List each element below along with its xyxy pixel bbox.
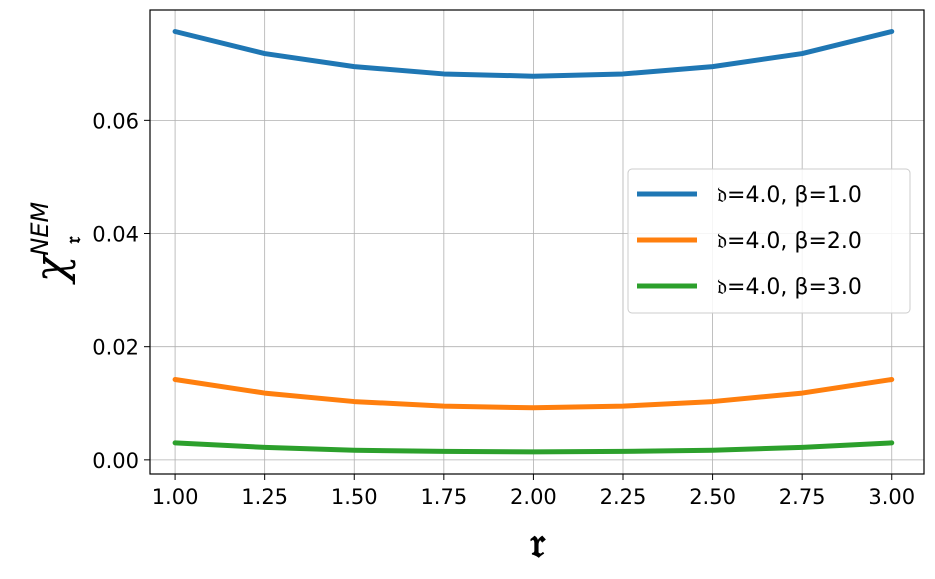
series-lines: [172, 29, 895, 455]
x-tick-label: 3.00: [868, 485, 915, 509]
x-tick-label: 2.00: [510, 485, 557, 509]
y-axis-label: χNEM 𝔯: [26, 201, 85, 285]
y-axis-ticks: 0.00 0.02 0.04 0.06: [92, 109, 150, 473]
x-tick-label: 1.50: [331, 485, 378, 509]
x-tick-label: 1.00: [152, 485, 199, 509]
series-line-3: [172, 440, 895, 455]
legend: 𝔡=4.0, β=1.0 𝔡=4.0, β=2.0 𝔡=4.0, β=3.0: [627, 168, 911, 314]
y-axis-label-main: χ: [26, 253, 77, 285]
y-tick-label: 0.06: [92, 109, 139, 133]
series-line-1: [172, 29, 895, 79]
plot-frame: [149, 9, 925, 475]
svg-text:χNEM: χNEM: [26, 201, 77, 285]
x-axis-ticks: 1.00 1.25 1.50 1.75 2.00 2.25 2.50 2.75 3.00: [152, 474, 915, 509]
grid: [150, 10, 924, 474]
x-tick-label: 1.25: [241, 485, 288, 509]
y-tick-label: 0.04: [92, 223, 139, 247]
legend-box: [627, 168, 911, 314]
x-tick-label: 2.50: [689, 485, 736, 509]
x-tick-label: 2.75: [779, 485, 826, 509]
legend-label-1: 𝔡=4.0, β=1.0: [717, 183, 862, 208]
y-axis-label-subscript: 𝔯: [61, 236, 85, 245]
y-axis-label-superscript: NEM: [26, 201, 54, 255]
x-tick-label: 1.75: [420, 485, 467, 509]
y-tick-label: 0.00: [92, 449, 139, 473]
legend-label-2: 𝔡=4.0, β=2.0: [717, 229, 862, 254]
legend-label-3: 𝔡=4.0, β=3.0: [717, 275, 862, 300]
x-tick-label: 2.25: [600, 485, 647, 509]
series-line-2: [172, 377, 895, 411]
x-axis-label: 𝔯: [531, 518, 547, 567]
y-tick-label: 0.02: [92, 336, 139, 360]
